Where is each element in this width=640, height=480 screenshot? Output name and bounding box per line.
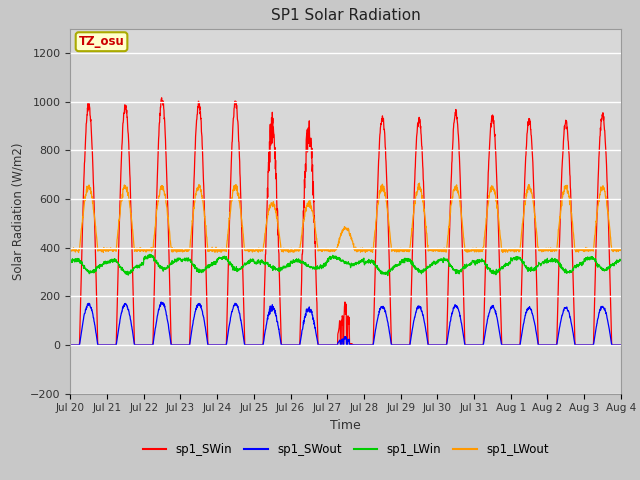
Legend: sp1_SWin, sp1_SWout, sp1_LWin, sp1_LWout: sp1_SWin, sp1_SWout, sp1_LWin, sp1_LWout xyxy=(138,438,554,461)
sp1_SWin xyxy=(374,187,381,192)
Line: sp1_LWout: sp1_LWout xyxy=(70,183,621,252)
sp1_SWin xyxy=(617,342,625,348)
Text: TZ_osu: TZ_osu xyxy=(79,35,124,48)
sp1_LWin xyxy=(220,255,228,261)
sp1_SWin xyxy=(158,95,166,101)
sp1_LWout xyxy=(506,247,514,253)
sp1_SWout xyxy=(67,342,74,348)
X-axis label: Time: Time xyxy=(330,419,361,432)
sp1_LWout xyxy=(362,248,369,253)
sp1_LWin xyxy=(146,252,154,257)
sp1_SWin xyxy=(584,342,591,348)
sp1_LWout xyxy=(569,221,577,227)
sp1_LWin xyxy=(506,261,514,267)
Line: sp1_LWin: sp1_LWin xyxy=(70,254,621,276)
sp1_SWout xyxy=(584,342,591,348)
sp1_SWin xyxy=(506,342,513,348)
sp1_LWin xyxy=(374,266,381,272)
sp1_LWout xyxy=(617,248,625,253)
sp1_SWin xyxy=(67,342,74,348)
sp1_LWin xyxy=(67,260,74,265)
sp1_LWout xyxy=(584,247,592,252)
sp1_SWout xyxy=(617,342,625,348)
sp1_LWin xyxy=(569,266,577,272)
sp1_SWin xyxy=(362,342,369,348)
sp1_LWout xyxy=(67,247,74,253)
sp1_LWin xyxy=(617,257,625,263)
Y-axis label: Solar Radiation (W/m2): Solar Radiation (W/m2) xyxy=(12,143,24,280)
sp1_SWin xyxy=(220,342,228,348)
sp1_LWout xyxy=(415,180,423,186)
sp1_SWin xyxy=(568,245,576,251)
sp1_LWin xyxy=(584,256,592,262)
Title: SP1 Solar Radiation: SP1 Solar Radiation xyxy=(271,9,420,24)
Line: sp1_SWin: sp1_SWin xyxy=(70,98,621,345)
sp1_LWout xyxy=(220,247,228,252)
sp1_SWout xyxy=(362,342,369,348)
sp1_LWin xyxy=(384,273,392,278)
sp1_LWin xyxy=(362,260,369,266)
sp1_LWout xyxy=(75,250,83,255)
sp1_SWout xyxy=(568,325,576,331)
sp1_SWout xyxy=(220,342,228,348)
sp1_SWout xyxy=(157,300,164,305)
Line: sp1_SWout: sp1_SWout xyxy=(70,302,621,345)
sp1_SWout xyxy=(374,316,381,322)
sp1_LWout xyxy=(374,204,381,210)
sp1_SWout xyxy=(506,342,513,348)
